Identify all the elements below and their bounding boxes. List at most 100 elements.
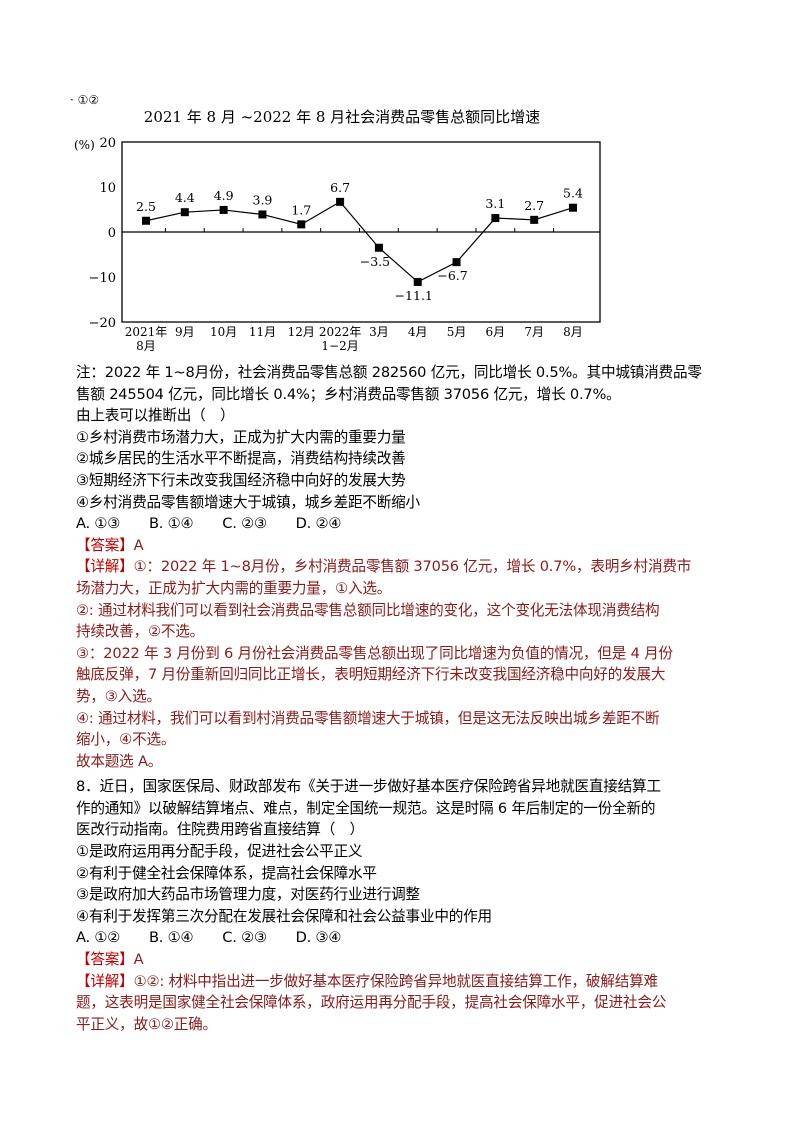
note-line-text: 注：2022 年 1~8月份，社会消费品零售总额 282560 亿元，同比增长 … — [76, 364, 702, 381]
note-line-text: 售额 245504 亿元，同比增长 0.4%；乡村消费品零售额 37056 亿元… — [76, 385, 621, 403]
answer-label: 【答案】 — [76, 951, 134, 969]
choice-item: ④乡村消费品零售额增速大于城镇，城乡差距不断缩小 — [76, 492, 736, 514]
detail-line: ③：2022 年 3 月份到 6 月份社会消费品零售总额出现了同比增速为负值的情… — [76, 643, 736, 665]
data-point — [491, 214, 500, 223]
x-tick-label: 1−2月 — [321, 339, 358, 353]
data-label: 4.4 — [175, 190, 195, 205]
detail-line-text: 平正义，故①②正确。 — [76, 1015, 217, 1033]
detail-line-text: ④: 通过材料，我们可以看到村消费品零售额增速大于城镇，但是这无法反映出城乡差距… — [76, 709, 660, 727]
choice-item: ②城乡居民的生活水平不断提高，消费结构持续改善 — [76, 448, 736, 470]
data-point — [452, 258, 461, 267]
choice-item-text: ①乡村消费市场潜力大，正成为扩大内需的重要力量 — [76, 428, 406, 446]
choice-item: ③是政府加大药品市场管理力度，对医药行业进行调整 — [76, 884, 736, 906]
q7-answer: 【答案】A — [76, 535, 736, 557]
choice-item-text: ③是政府加大药品市场管理力度，对医药行业进行调整 — [76, 886, 420, 904]
answer-value: A — [133, 951, 144, 969]
choice-item-text: ④有利于发挥第三次分配在发展社会保障和社会公益事业中的作用 — [76, 907, 492, 925]
note-line: 注：2022 年 1~8月份，社会消费品零售总额 282560 亿元，同比增长 … — [76, 362, 736, 384]
data-point — [530, 215, 539, 224]
detail-label: 【详解】 — [76, 972, 134, 990]
detail-line: 平正义，故①②正确。 — [76, 1014, 736, 1036]
y-axis-label: (%) — [74, 138, 95, 152]
choice-item-text: ①是政府运用再分配手段，促进社会公平正义 — [76, 843, 363, 861]
data-point — [180, 208, 189, 217]
choice-item: ④有利于发挥第三次分配在发展社会保障和社会公益事业中的作用 — [76, 906, 736, 928]
detail-line: 触底反弹，7 月份重新回归同比正增长，表明短期经济下行未改变我国经济稳中向好的发… — [76, 664, 736, 686]
choice-item-text: ④乡村消费品零售额增速大于城镇，城乡差距不断缩小 — [76, 493, 420, 511]
detail-line-text: 触底反弹，7 月份重新回归同比正增长，表明短期经济下行未改变我国经济稳中向好的发… — [76, 666, 666, 684]
choice-item: ②有利于健全社会保障体系，提高社会保障水平 — [76, 863, 736, 885]
data-point — [142, 216, 150, 225]
detail-line: 【详解】①：2022 年 1~8月份，乡村消费品零售额 37056 亿元，增长 … — [76, 556, 736, 578]
choice-item: ①乡村消费市场潜力大，正成为扩大内需的重要力量 — [76, 427, 736, 449]
detail-line-text: 题，这表明是国家健全社会保障体系，政府运用再分配手段，提高社会保障水平，促进社会… — [76, 994, 667, 1012]
x-tick-label: 8月 — [563, 325, 583, 339]
choice-item-text: ②城乡居民的生活水平不断提高，消费结构持续改善 — [76, 450, 406, 468]
document-body: 注：2022 年 1~8月份，社会消费品零售总额 282560 亿元，同比增长 … — [76, 362, 736, 1035]
detail-line-text: 持续改善，②不选。 — [76, 623, 205, 641]
data-label: 4.9 — [214, 188, 234, 203]
x-tick-label: 10月 — [210, 325, 237, 339]
x-tick-label: 9月 — [175, 325, 195, 339]
y-tick-label: −10 — [89, 271, 116, 286]
y-tick-label: 0 — [108, 226, 116, 241]
detail-line-text: 势，③入选。 — [76, 687, 161, 705]
q8-answer: 【答案】A — [76, 949, 736, 971]
detail-line-text: ③：2022 年 3 月份到 6 月份社会消费品零售总额出现了同比增速为负值的情… — [76, 644, 673, 662]
data-label: 3.9 — [253, 192, 273, 207]
choice-item: ③短期经济下行未改变我国经济稳中向好的发展大势 — [76, 470, 736, 492]
detail-line: 势，③入选。 — [76, 686, 736, 708]
data-label: 6.7 — [330, 180, 350, 195]
question-stem-line: 作的通知》以破解结算堵点、难点，制定全国统一规范。这是时隔 6 年后制定的一份全… — [76, 798, 736, 820]
data-label: 5.4 — [563, 186, 583, 201]
x-tick-label: 5月 — [447, 325, 467, 339]
detail-line-text: ①②: 材料中指出进一步做好基本医疗保险跨省异地就医直接结算工作，破解结算难 — [133, 972, 659, 990]
question-stem-line: 8．近日，国家医保局、财政部发布《关于进一步做好基本医疗保险跨省异地就医直接结算… — [76, 776, 736, 798]
x-tick-label: 8月 — [136, 339, 156, 353]
detail-line: 场潜力大，正成为扩大内需的重要力量，①入选。 — [76, 578, 736, 600]
choice-item-text: ②有利于健全社会保障体系，提高社会保障水平 — [76, 864, 377, 882]
data-label: −11.1 — [395, 288, 433, 303]
header-fragment: · ①② — [70, 93, 99, 107]
x-tick-label: 7月 — [524, 325, 544, 339]
detail-line: 缩小，④不选。 — [76, 729, 736, 751]
q7-conclusion: 故本题选 A。 — [76, 752, 163, 770]
answer-value: A — [133, 536, 144, 554]
data-point — [297, 220, 306, 229]
y-tick-label: 10 — [99, 181, 116, 196]
data-label: 3.1 — [485, 196, 505, 211]
detail-line: 【详解】①②: 材料中指出进一步做好基本医疗保险跨省异地就医直接结算工作，破解结… — [76, 971, 736, 993]
data-point — [413, 277, 422, 286]
q7-options: A. ①③ B. ①④ C. ②③ D. ②④ — [76, 515, 342, 533]
note-line: 售额 245504 亿元，同比增长 0.4%；乡村消费品零售额 37056 亿元… — [76, 384, 736, 406]
detail-line: ②: 通过材料我们可以看到社会消费品零售总额同比增速的变化，这个变化无法体现消费… — [76, 600, 736, 622]
data-point — [374, 243, 383, 252]
q8-options: A. ①② B. ①④ C. ②③ D. ③④ — [76, 929, 342, 947]
choice-item-text: ③短期经济下行未改变我国经济稳中向好的发展大势 — [76, 471, 406, 489]
detail-line: 持续改善，②不选。 — [76, 621, 736, 643]
data-point — [219, 205, 228, 214]
line-chart: · ①② 2021 年 8 月 ~2022 年 8 月社会消费品零售总额同比增速… — [70, 93, 601, 353]
detail-line: ④: 通过材料，我们可以看到村消费品零售额增速大于城镇，但是这无法反映出城乡差距… — [76, 708, 736, 730]
question-stem-line-text: 作的通知》以破解结算堵点、难点，制定全国统一规范。这是时隔 6 年后制定的一份全… — [76, 799, 656, 817]
detail-line-text: 缩小，④不选。 — [76, 731, 176, 749]
data-label: 2.5 — [136, 199, 156, 214]
chart-title: 2021 年 8 月 ~2022 年 8 月社会消费品零售总额同比增速 — [144, 108, 540, 126]
question-stem-line: 医改行动指南。住院费用跨省直接结算（ ） — [76, 819, 736, 841]
y-tick-label: 20 — [99, 136, 116, 151]
y-tick-label: −20 — [89, 316, 116, 331]
series-line — [145, 201, 574, 283]
detail-line-text: ①：2022 年 1~8月份，乡村消费品零售额 37056 亿元，增长 0.7%… — [133, 558, 692, 576]
detail-label: 【详解】 — [76, 558, 134, 576]
data-point — [336, 197, 345, 206]
x-tick-label: 6月 — [486, 325, 506, 339]
x-tick-label: 11月 — [249, 325, 276, 339]
x-tick-label: 2022年 — [319, 325, 362, 339]
data-label: 1.7 — [291, 202, 311, 217]
x-tick-label: 2021年 — [125, 325, 168, 339]
x-tick-label: 12月 — [288, 325, 315, 339]
data-label: 2.7 — [524, 198, 544, 213]
data-label: −6.7 — [437, 268, 467, 283]
data-label: −3.5 — [360, 254, 390, 269]
question-stem-line-text: 医改行动指南。住院费用跨省直接结算（ ） — [76, 821, 364, 839]
